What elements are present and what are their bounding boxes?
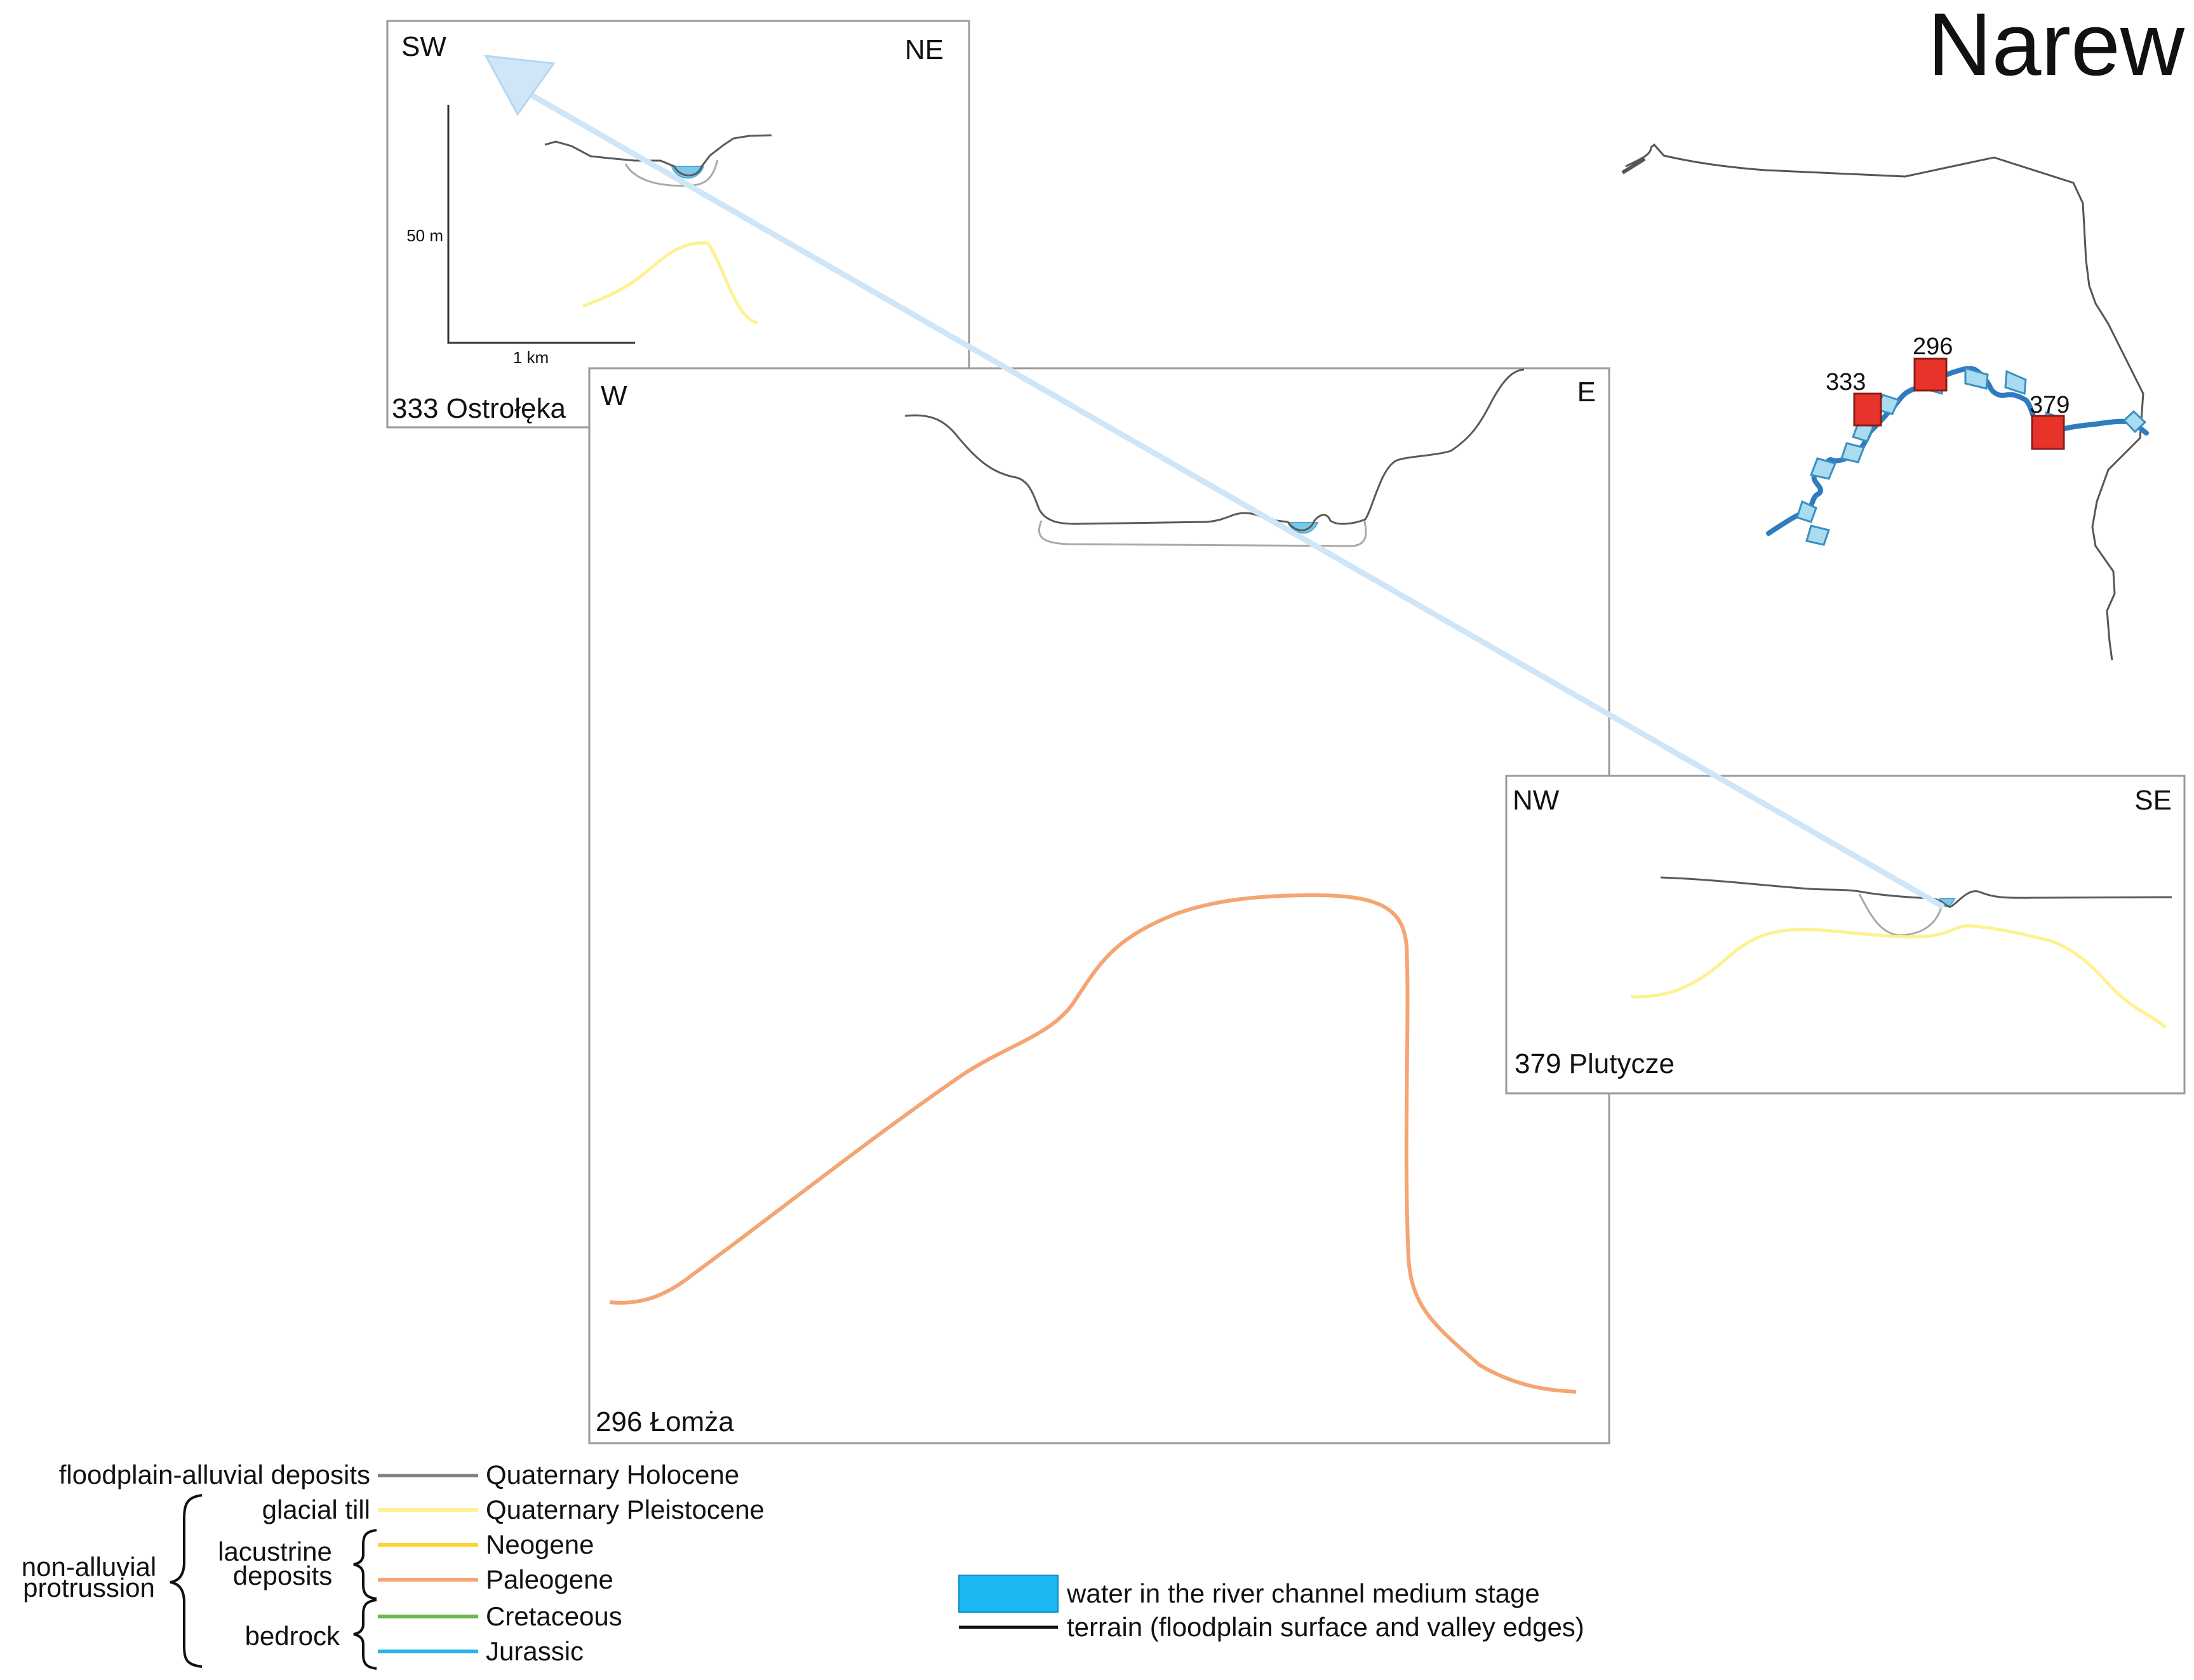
terrain-line: [544, 134, 772, 177]
pleistocene-line: [582, 241, 758, 324]
legend-label-cretaceous: Cretaceous: [486, 1601, 622, 1631]
legend-left-label-holocene: floodplain-alluvial deposits: [59, 1460, 370, 1490]
legend-label-neogene: Neogene: [486, 1530, 594, 1559]
site-marker-333: [1853, 392, 1882, 427]
legend-label-holocene: Quaternary Holocene: [486, 1460, 739, 1490]
flow-arrow: [1805, 524, 1830, 546]
group-label-non-alluvial-1: non-alluvial: [22, 1552, 156, 1582]
legend-label-terrain: terrain (floodplain surface and valley e…: [1067, 1612, 1584, 1642]
legend-label-water: water in the river channel medium stage: [1066, 1578, 1540, 1608]
panel-ostroleka: SW NE 333 Ostrołęka 50 m 1 km: [386, 20, 970, 429]
legend-label-pleistocene: Quaternary Pleistocene: [486, 1495, 765, 1524]
flow-arrow: [1796, 500, 1817, 523]
scale-vertical-label: 50 m: [406, 226, 443, 245]
group-label-lacustrine-1: lacustrine: [218, 1537, 332, 1566]
water-channel: [671, 166, 705, 179]
alluvium-base-line: [1038, 519, 1367, 547]
basin-outline-stub: [1621, 157, 1646, 175]
panel-frame: [386, 20, 970, 429]
panel-frame: [1505, 775, 2186, 1095]
figure-title: Narew: [1927, 0, 2184, 94]
direction-label-right: SE: [2134, 785, 2172, 816]
direction-label-right: E: [1577, 377, 1596, 408]
terrain-line: [904, 368, 1525, 531]
flow-arrow: [2004, 370, 2027, 396]
paleogene-line: [609, 893, 1577, 1394]
basin-outline: [1625, 143, 2144, 661]
legend-swatch-water: [958, 1575, 1059, 1613]
legend-label-jurassic: Jurassic: [486, 1636, 584, 1666]
site-marker-379: [2031, 415, 2065, 450]
direction-label-right: NE: [905, 34, 944, 65]
brace-bedrock: [353, 1599, 377, 1670]
group-label-lacustrine-2: deposits: [233, 1561, 332, 1590]
panel-lomza: W E 296 Łomża: [588, 367, 1610, 1444]
brace-lacustrine: [353, 1529, 377, 1600]
brace-non-alluvial: [170, 1494, 203, 1668]
site-label-379: 379: [2030, 392, 2070, 418]
panel-caption: 333 Ostrołęka: [392, 393, 566, 424]
direction-label-left: NW: [1513, 785, 1560, 816]
legend: floodplain-alluvial deposits Quaternary …: [22, 1460, 1584, 1670]
direction-label-left: SW: [401, 31, 446, 62]
site-marker-296: [1913, 357, 1948, 392]
direction-label-left: W: [601, 380, 627, 411]
scale-horizontal-label: 1 km: [513, 348, 549, 367]
connector-arrow: [484, 55, 1945, 909]
panel-caption: 296 Łomża: [596, 1406, 734, 1437]
pleistocene-line: [1630, 924, 2167, 1029]
panel-caption: 379 Plutycze: [1515, 1048, 1675, 1079]
panel-frame: [588, 367, 1610, 1444]
panel-plutycze: NW SE 379 Plutycze: [1505, 775, 2186, 1095]
site-label-296: 296: [1913, 333, 1953, 360]
group-label-non-alluvial-2: protrussion: [23, 1573, 155, 1603]
scale-bar: [447, 105, 635, 344]
legend-label-paleogene: Paleogene: [486, 1564, 613, 1594]
flow-arrow: [1964, 367, 1989, 390]
terrain-line: [1660, 876, 2172, 908]
location-map: 333 296 379: [1621, 143, 2149, 661]
flow-arrow: [1840, 442, 1866, 463]
legend-left-label-pleistocene: glacial till: [262, 1495, 370, 1524]
site-label-333: 333: [1826, 369, 1866, 396]
flow-arrow: [2122, 410, 2147, 434]
flow-arrow: [1809, 457, 1837, 480]
group-label-bedrock: bedrock: [245, 1621, 340, 1651]
